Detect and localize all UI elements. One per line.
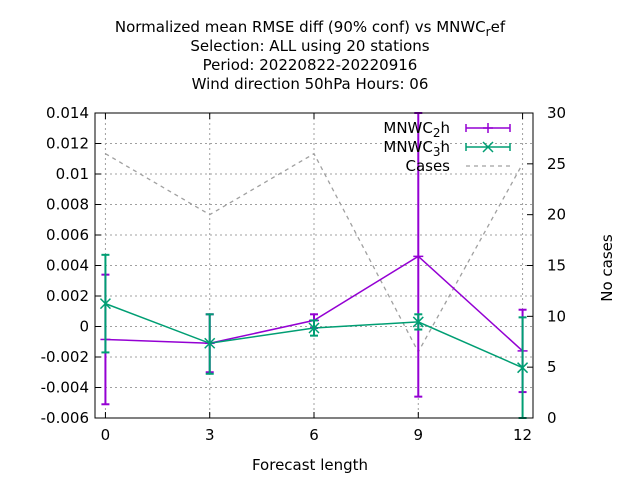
- y-tick-label: 0.008: [46, 196, 89, 214]
- y-tick-label: 0: [79, 318, 89, 336]
- x-axis-label: Forecast length: [252, 456, 368, 474]
- data-point: [204, 337, 216, 349]
- y-tick-label: 0.014: [46, 104, 89, 122]
- legend-label: MNWC3h: [383, 138, 450, 159]
- y2-tick-label: 30: [547, 104, 566, 122]
- title-line: Wind direction 50hPa Hours: 06: [192, 75, 429, 93]
- x-tick-label: 3: [205, 426, 215, 444]
- y2-axis-ticks: 0 5 10 15 20 25 30: [527, 104, 566, 427]
- y-tick-label: -0.004: [41, 379, 89, 397]
- y2-tick-label: 15: [547, 257, 566, 275]
- legend-label: Cases: [405, 157, 450, 175]
- x-tick-label: 0: [101, 426, 111, 444]
- title-line: Selection: ALL using 20 stations: [190, 37, 429, 55]
- y2-tick-label: 10: [547, 307, 566, 325]
- y2-tick-label: 20: [547, 206, 566, 224]
- y2-tick-label: 5: [547, 358, 557, 376]
- chart-title: Normalized mean RMSE diff (90% conf) vs …: [115, 18, 506, 93]
- x-tick-label: 6: [309, 426, 319, 444]
- y-tick-label: 0.002: [46, 287, 89, 305]
- legend-label: MNWC2h: [383, 119, 450, 140]
- data-point: [99, 298, 111, 310]
- cases-line: [105, 152, 524, 354]
- y-tick-label: 0.006: [46, 226, 89, 244]
- data-point: [308, 322, 320, 334]
- title-line: Normalized mean RMSE diff (90% conf) vs …: [115, 18, 506, 39]
- y-tick-label: -0.002: [41, 348, 89, 366]
- x-tick-label: 12: [513, 426, 532, 444]
- y-tick-label: -0.006: [41, 409, 89, 427]
- data-point: [517, 362, 529, 374]
- series: [99, 112, 529, 419]
- x-axis-ticks: 0 3 6 9 12: [101, 113, 532, 444]
- y2-tick-label: 25: [547, 155, 566, 173]
- data-point: [482, 141, 494, 153]
- y-tick-label: 0.01: [56, 165, 89, 183]
- plot-frame: [94, 112, 534, 419]
- title-line: Period: 20220822-20220916: [203, 56, 418, 74]
- y-tick-label: 0.012: [46, 135, 89, 153]
- grid: [95, 113, 533, 418]
- series-2: [99, 253, 529, 419]
- y2-axis-label: No cases: [598, 234, 616, 302]
- y-tick-label: 0.004: [46, 257, 89, 275]
- y-axis-ticks: -0.006 -0.004 -0.002 0 0.002 0.004 0.006 0.008 0…: [41, 104, 101, 427]
- y2-tick-label: 0: [547, 409, 557, 427]
- x-tick-label: 9: [414, 426, 424, 444]
- data-point: [412, 316, 424, 328]
